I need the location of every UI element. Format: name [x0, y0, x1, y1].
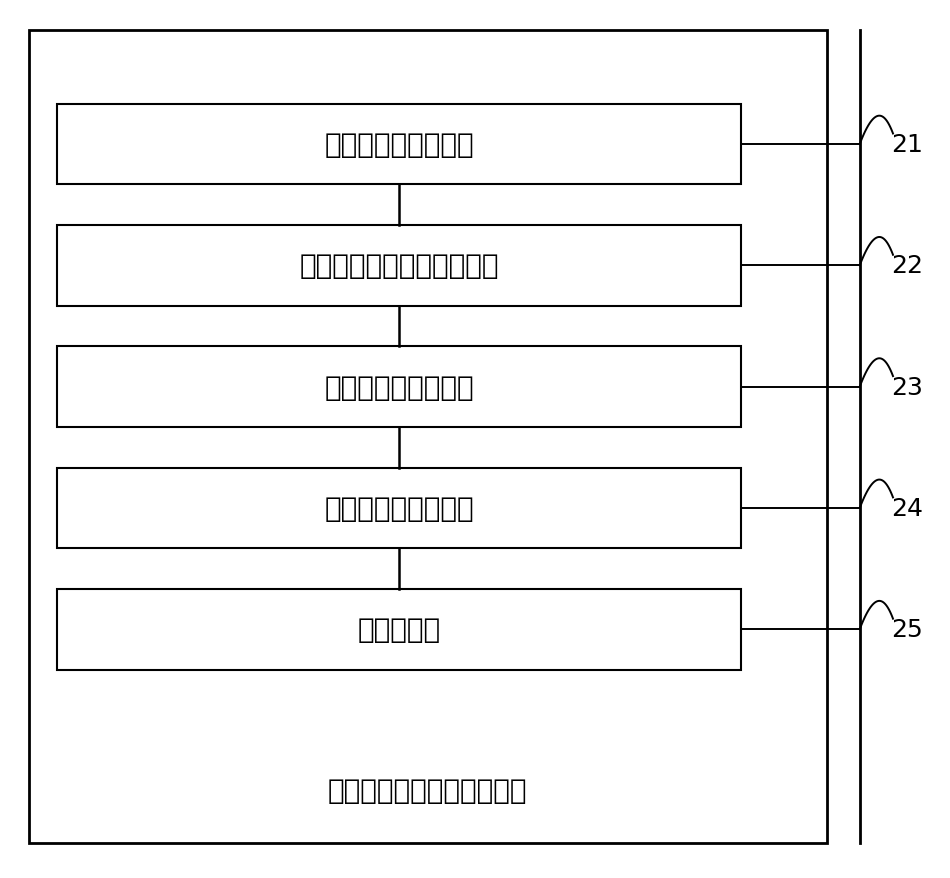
Text: 调平衡单元: 调平衡单元 [357, 615, 441, 644]
Text: 调平衡距离确定单元: 调平衡距离确定单元 [324, 494, 474, 522]
Bar [57, 226, 741, 306]
Text: 21: 21 [891, 133, 923, 157]
Bar [57, 589, 741, 670]
Text: 22: 22 [891, 254, 923, 278]
Text: 调平衡系数确定单元: 调平衡系数确定单元 [324, 373, 474, 401]
Bar [57, 347, 741, 428]
Bar [28, 31, 826, 843]
Text: 25: 25 [891, 617, 923, 642]
Bar [57, 104, 741, 185]
Text: 23: 23 [891, 375, 923, 399]
Text: 上下冲程平均功率获取单元: 上下冲程平均功率获取单元 [299, 252, 499, 280]
Text: 24: 24 [891, 496, 923, 521]
Text: 调平衡参数获取单元: 调平衡参数获取单元 [324, 131, 474, 159]
Bar [57, 468, 741, 549]
Text: 游梁式抽油机调平衡的装置: 游梁式抽油机调平衡的装置 [328, 776, 527, 804]
